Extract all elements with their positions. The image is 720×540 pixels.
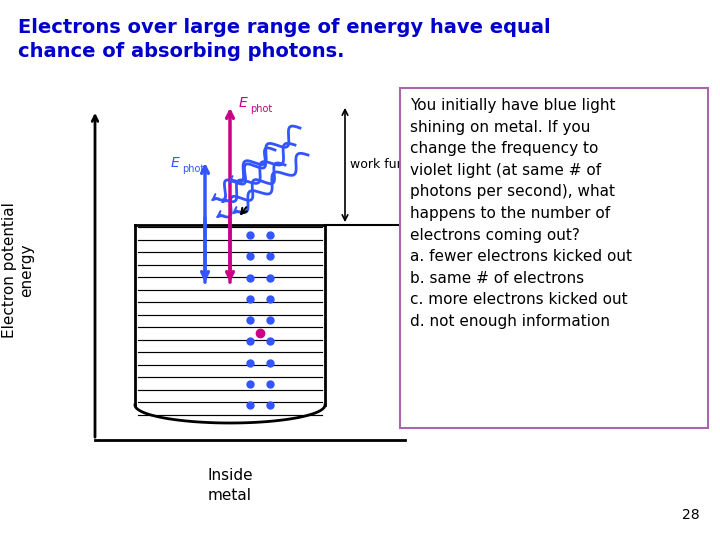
Text: $E$: $E$ — [170, 156, 181, 170]
Text: Electrons over large range of energy have equal
chance of absorbing photons.: Electrons over large range of energy hav… — [18, 18, 551, 61]
Text: Inside: Inside — [207, 468, 253, 483]
Text: metal: metal — [208, 488, 252, 503]
Text: 28: 28 — [683, 508, 700, 522]
Text: Electron potential
energy: Electron potential energy — [1, 202, 35, 338]
Text: phot: phot — [182, 164, 204, 174]
Text: You initially have blue light
shining on metal. If you
change the frequency to
v: You initially have blue light shining on… — [410, 98, 632, 329]
Text: phot: phot — [250, 104, 272, 114]
Text: work function Φ: work function Φ — [350, 159, 449, 172]
Text: $E$: $E$ — [238, 96, 248, 110]
FancyBboxPatch shape — [400, 88, 708, 428]
